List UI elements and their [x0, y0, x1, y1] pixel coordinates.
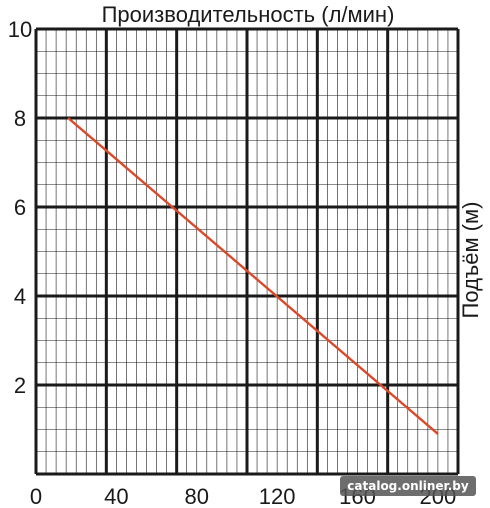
- series-line: [67, 117, 439, 435]
- y-tick-label: 8: [14, 106, 26, 131]
- y-tick-label: 4: [14, 284, 26, 309]
- series-layer: [67, 117, 439, 435]
- y-tick-label: 10: [8, 17, 32, 42]
- watermark-text: catalog.onliner.by: [347, 479, 469, 493]
- y-tick-label: 2: [14, 373, 26, 398]
- major-grid: [34, 27, 460, 476]
- x-tick-label: 120: [259, 484, 296, 508]
- y-tick-label: 6: [14, 195, 26, 220]
- watermark-background: [340, 476, 476, 496]
- x-tick-label: 0: [30, 484, 42, 508]
- y-axis-label: Подъём (м): [458, 202, 483, 319]
- chart-title: Производительность (л/мин): [102, 2, 395, 27]
- x-tick-label: 40: [104, 484, 128, 508]
- watermark: catalog.onliner.by: [340, 476, 476, 496]
- x-tick-label: 80: [185, 484, 209, 508]
